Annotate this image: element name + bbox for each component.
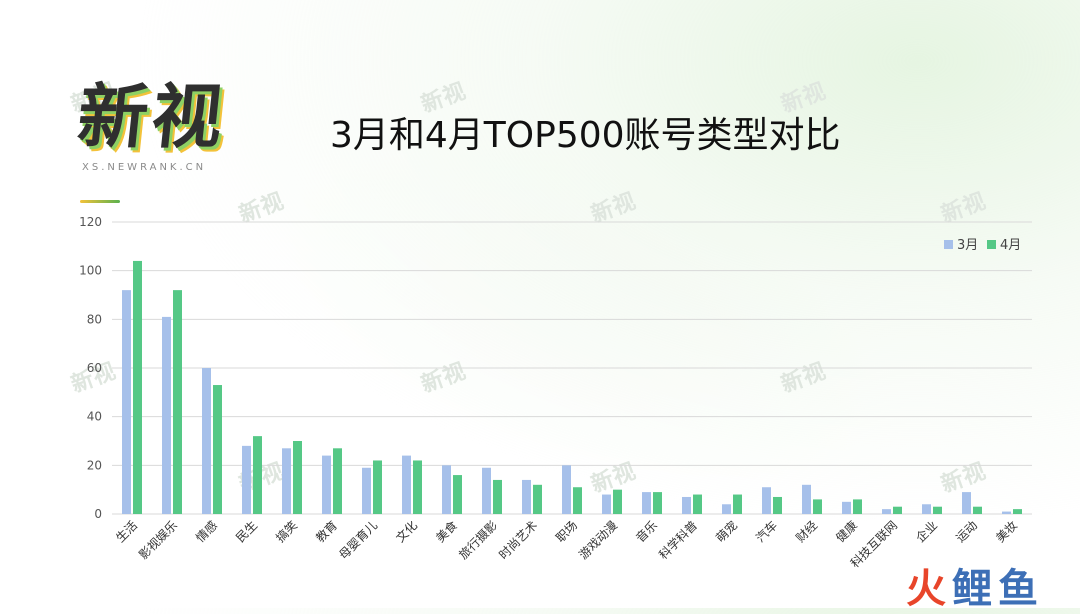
bar-march xyxy=(762,487,771,514)
x-tick-label: 美妆 xyxy=(993,518,1020,545)
bar-march xyxy=(282,448,291,514)
x-tick-label: 情感 xyxy=(193,518,221,546)
bar-april xyxy=(493,479,502,514)
x-tick-label: 运动 xyxy=(953,518,980,545)
bar-april xyxy=(893,506,902,514)
bar-april xyxy=(173,290,182,514)
x-tick-label: 影视娱乐 xyxy=(136,518,181,563)
bar-march xyxy=(162,316,171,514)
y-tick-label: 80 xyxy=(87,312,102,326)
bar-april xyxy=(213,385,222,514)
bar-april xyxy=(853,499,862,514)
bar-april xyxy=(813,499,822,514)
accent-line xyxy=(80,200,120,203)
brand-logo: 火鲤鱼 xyxy=(906,556,1044,614)
bar-april xyxy=(1013,509,1022,514)
bar-april xyxy=(973,506,982,514)
x-tick-label: 美食 xyxy=(433,518,461,546)
brand-part2: 鲤鱼 xyxy=(952,566,1044,612)
bar-march xyxy=(562,465,571,514)
bar-march xyxy=(122,290,131,514)
y-tick-label: 120 xyxy=(79,215,102,229)
x-tick-label: 旅行摄影 xyxy=(456,518,501,563)
bar-march xyxy=(522,479,531,514)
bar-march xyxy=(322,455,331,514)
bar-april xyxy=(373,460,382,514)
bar-march xyxy=(362,467,371,514)
y-tick-label: 100 xyxy=(79,264,102,278)
logo: 新视 XS.NEWRANK.CN xyxy=(74,72,258,182)
legend-label: 4月 xyxy=(1000,238,1021,253)
bar-april xyxy=(413,460,422,514)
chart-title: 3月和4月TOP500账号类型对比 xyxy=(330,115,841,156)
x-tick-label: 萌宠 xyxy=(713,518,741,546)
bar-april xyxy=(333,448,342,514)
bar-march xyxy=(922,504,931,514)
x-tick-label: 时尚艺术 xyxy=(496,518,540,562)
bar-march xyxy=(202,368,211,514)
x-tick-label: 搞笑 xyxy=(273,518,301,546)
y-tick-label: 40 xyxy=(87,410,102,424)
bar-april xyxy=(773,496,782,514)
bar-april xyxy=(733,494,742,514)
bar-march xyxy=(842,501,851,514)
bar-march xyxy=(882,509,891,514)
y-tick-label: 0 xyxy=(94,507,102,521)
bar-march xyxy=(722,504,731,514)
x-tick-label: 音乐 xyxy=(633,518,661,546)
bar-april xyxy=(693,494,702,514)
bar-april xyxy=(573,487,582,514)
x-tick-label: 企业 xyxy=(913,518,941,546)
brand-part1: 火 xyxy=(906,566,952,612)
legend-label: 3月 xyxy=(957,238,978,253)
bar-april xyxy=(613,489,622,514)
bar-april xyxy=(293,441,302,514)
y-tick-label: 60 xyxy=(87,361,102,375)
x-tick-label: 母婴育儿 xyxy=(336,518,381,563)
bar-april xyxy=(533,484,542,514)
bar-march xyxy=(642,492,651,514)
bar-april xyxy=(453,475,462,514)
x-tick-label: 职场 xyxy=(553,518,580,545)
bar-april xyxy=(133,260,142,514)
bar-march xyxy=(1002,511,1011,514)
bar-april xyxy=(253,436,262,514)
x-tick-label: 科学科普 xyxy=(656,518,701,563)
y-tick-label: 20 xyxy=(87,458,102,472)
bar-march xyxy=(602,494,611,514)
x-tick-label: 游戏动漫 xyxy=(576,518,620,562)
legend-swatch xyxy=(987,240,996,249)
bar-march xyxy=(442,465,451,514)
bar-march xyxy=(402,455,411,514)
bar-march xyxy=(682,496,691,514)
x-tick-label: 民生 xyxy=(233,518,260,545)
logo-sub: XS.NEWRANK.CN xyxy=(82,162,207,173)
x-tick-label: 生活 xyxy=(113,518,140,545)
x-tick-label: 文化 xyxy=(393,518,421,546)
bar-march xyxy=(242,445,251,514)
x-tick-label: 财经 xyxy=(793,518,820,545)
x-tick-label: 教育 xyxy=(313,518,341,546)
bar-march xyxy=(802,484,811,514)
bar-march xyxy=(482,467,491,514)
bar-april xyxy=(933,506,942,514)
x-tick-label: 健康 xyxy=(833,518,861,546)
bar-april xyxy=(653,492,662,514)
x-tick-label: 汽车 xyxy=(753,518,781,546)
bar-march xyxy=(962,492,971,514)
legend-swatch xyxy=(944,240,953,249)
